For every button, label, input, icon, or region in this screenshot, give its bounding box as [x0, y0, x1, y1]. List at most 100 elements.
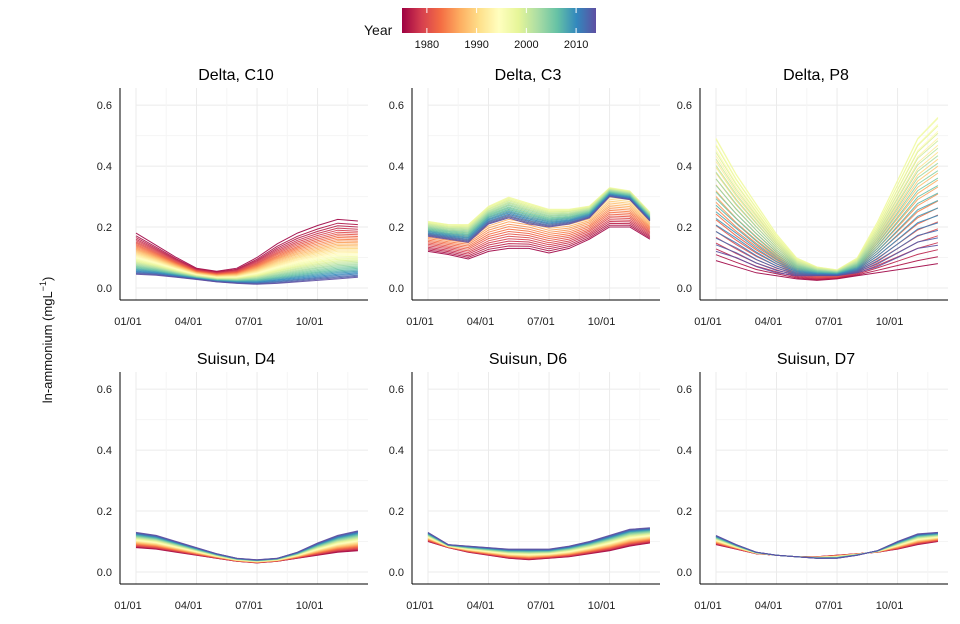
- x-tick-label: 01/01: [114, 600, 142, 612]
- x-tick-label: 07/01: [815, 316, 843, 328]
- legend-tick-label: 2000: [514, 39, 538, 51]
- year-series-line: [427, 209, 651, 245]
- x-tick-label: 04/01: [755, 316, 783, 328]
- year-series-line: [135, 530, 359, 561]
- y-tick-label: 0.4: [97, 161, 112, 173]
- y-tick-label: 0.2: [677, 506, 692, 518]
- legend-tick-label: 1980: [415, 39, 439, 51]
- legend-title: Year: [364, 22, 393, 38]
- x-tick-label: 10/01: [296, 316, 324, 328]
- year-series-line: [135, 222, 358, 273]
- year-series-line: [427, 194, 651, 241]
- x-tick-label: 10/01: [588, 600, 616, 612]
- year-series-line: [135, 273, 358, 285]
- x-tick-label: 07/01: [235, 316, 263, 328]
- y-tick-label: 0.2: [389, 222, 404, 234]
- x-tick-label: 04/01: [467, 316, 495, 328]
- year-series-line: [427, 190, 651, 232]
- y-tick-label: 0.2: [677, 222, 692, 234]
- year-series-line: [427, 211, 651, 247]
- x-tick-label: 10/01: [876, 316, 904, 328]
- year-series-line: [135, 225, 358, 273]
- panel-title: Suisun, D6: [489, 351, 567, 368]
- year-series-line: [135, 235, 358, 275]
- year-series-line: [715, 130, 939, 272]
- facet-panel: Suisun, D4 0.0 0.2 0.4 0.6 01/01 04/01 07/01 10/…: [97, 351, 368, 612]
- y-tick-label: 0.0: [677, 283, 692, 295]
- year-series-line: [427, 189, 651, 230]
- y-tick-label: 0.2: [97, 222, 112, 234]
- y-tick-label: 0.4: [677, 161, 692, 173]
- y-tick-label: 0.6: [389, 100, 404, 112]
- facet-panel: Delta, C3 0.0 0.2 0.4 0.6 01/01 04/01 07/01 10/0…: [389, 67, 660, 328]
- x-tick-label: 01/01: [114, 316, 142, 328]
- y-tick-label: 0.0: [97, 283, 112, 295]
- year-series-line: [427, 213, 651, 249]
- panel-title: Suisun, D4: [197, 351, 275, 368]
- panel-title: Delta, C3: [495, 67, 562, 84]
- y-tick-label: 0.6: [97, 384, 112, 396]
- y-tick-label: 0.6: [389, 384, 404, 396]
- panel-title: Delta, P8: [783, 67, 849, 84]
- year-series-line: [135, 233, 358, 275]
- year-series-line: [427, 527, 650, 550]
- year-series-line: [135, 241, 358, 276]
- year-series-line: [427, 217, 651, 252]
- year-series-line: [427, 215, 651, 250]
- y-tick-label: 0.6: [677, 384, 692, 396]
- x-tick-label: 10/01: [588, 316, 616, 328]
- year-series-line: [427, 187, 651, 227]
- x-tick-label: 07/01: [235, 600, 263, 612]
- y-axis-label: ln-ammonium (mgL−1): [38, 277, 55, 404]
- x-tick-label: 07/01: [527, 316, 555, 328]
- y-tick-label: 0.4: [677, 445, 692, 457]
- legend-tick-label: 1990: [464, 39, 488, 51]
- year-series-line: [135, 238, 358, 276]
- y-tick-label: 0.0: [97, 567, 112, 579]
- y-tick-label: 0.4: [97, 445, 112, 457]
- year-series-line: [715, 260, 938, 281]
- year-series-line: [427, 219, 651, 254]
- y-tick-label: 0.4: [389, 161, 404, 173]
- facet-panel: Suisun, D6 0.0 0.2 0.4 0.6 01/01 04/01 07/01 10/…: [389, 351, 660, 612]
- y-tick-label: 0.2: [389, 506, 404, 518]
- y-tick-label: 0.4: [389, 445, 404, 457]
- x-tick-label: 10/01: [876, 600, 904, 612]
- y-tick-label: 0.0: [677, 567, 692, 579]
- year-series-line: [427, 220, 651, 255]
- y-tick-label: 0.0: [389, 283, 404, 295]
- x-tick-label: 04/01: [755, 600, 783, 612]
- year-series-line: [715, 531, 938, 559]
- panel-title: Suisun, D7: [777, 351, 855, 368]
- year-series-line: [135, 227, 358, 274]
- legend-tick-label: 2010: [564, 39, 588, 51]
- year-series-line: [427, 226, 651, 260]
- year-series-line: [715, 244, 938, 277]
- year-legend: Year 1980 1990 2000 2010: [364, 8, 596, 51]
- y-tick-label: 0.6: [677, 100, 692, 112]
- x-tick-label: 10/01: [296, 600, 324, 612]
- y-tick-label: 0.0: [389, 567, 404, 579]
- x-tick-label: 04/01: [175, 316, 203, 328]
- x-tick-label: 04/01: [467, 600, 495, 612]
- year-series-line: [135, 244, 358, 277]
- legend-colorbar: [402, 8, 596, 33]
- year-series-line: [135, 248, 358, 277]
- year-series-line: [427, 193, 651, 239]
- facet-panel: Delta, C10 0.0 0.2 0.4 0.6 01/01 04/01 07/01 10/…: [97, 67, 368, 328]
- panel-title: Delta, C10: [198, 67, 274, 84]
- y-tick-label: 0.6: [97, 100, 112, 112]
- year-series-line: [135, 218, 358, 272]
- y-tick-label: 0.2: [97, 506, 112, 518]
- year-series-line: [135, 229, 358, 274]
- x-tick-label: 01/01: [406, 316, 434, 328]
- x-tick-label: 01/01: [694, 600, 722, 612]
- x-tick-label: 01/01: [694, 316, 722, 328]
- year-series-line: [135, 231, 358, 275]
- year-series-line: [427, 208, 651, 244]
- year-series-line: [427, 196, 651, 243]
- x-tick-label: 07/01: [527, 600, 555, 612]
- facet-panel: Delta, P8 0.0 0.2 0.4 0.6 01/01 04/01 07/01 10/0…: [677, 67, 948, 328]
- year-series-line: [427, 192, 651, 237]
